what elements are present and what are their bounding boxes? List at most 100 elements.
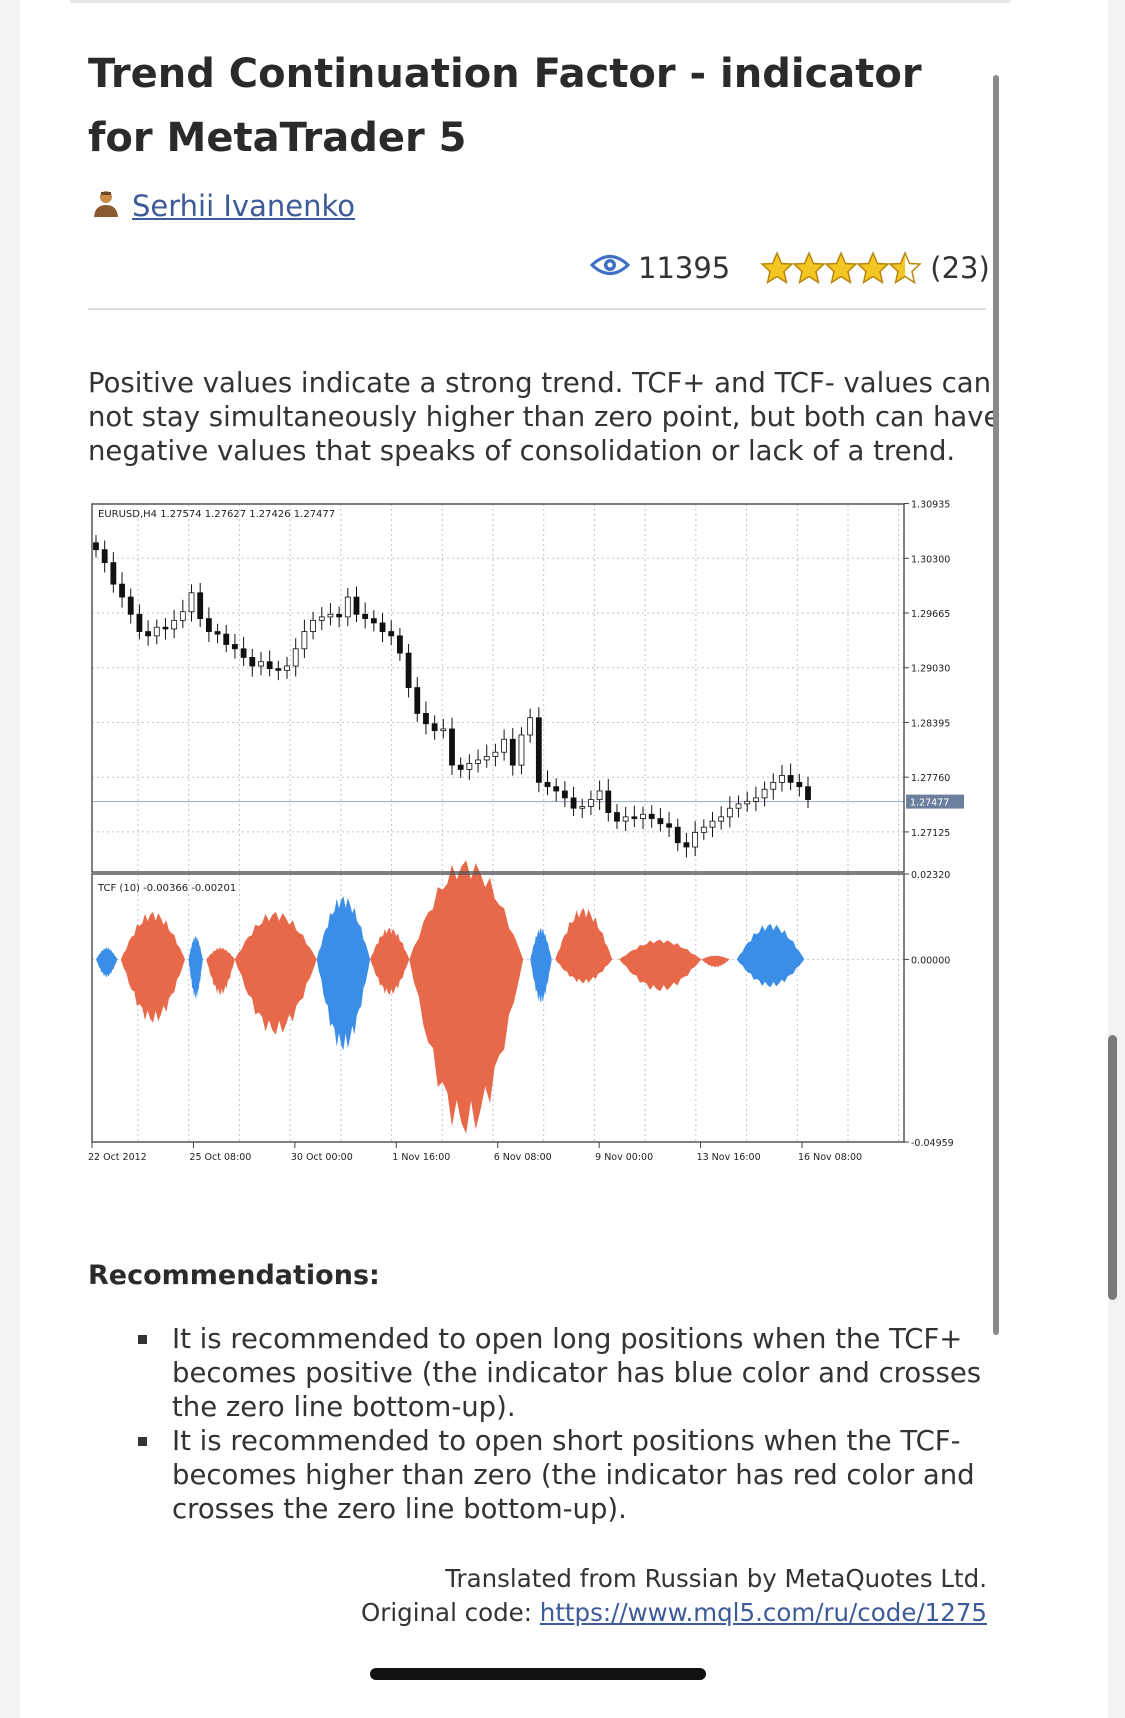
tcf-minus-area bbox=[409, 860, 524, 1134]
candle-body bbox=[753, 797, 759, 802]
x-tick-label: 25 Oct 08:00 bbox=[189, 1152, 251, 1160]
candle-body bbox=[93, 542, 99, 551]
candle-body bbox=[379, 622, 386, 632]
candle-body bbox=[431, 723, 438, 732]
rating-count: (23) bbox=[930, 251, 990, 285]
candle-body bbox=[726, 807, 733, 818]
candle-body bbox=[631, 816, 638, 819]
candle-body bbox=[744, 800, 751, 805]
candle-body bbox=[127, 596, 134, 615]
original-code-link[interactable]: https://www.mql5.com/ru/code/1275 bbox=[539, 1598, 987, 1627]
x-tick-label: 1 Nov 16:00 bbox=[392, 1152, 450, 1160]
candle-body bbox=[110, 562, 117, 585]
candle-body bbox=[666, 823, 672, 828]
candle-body bbox=[162, 626, 169, 630]
y-tick-label: 1.29665 bbox=[911, 609, 950, 620]
candle-body bbox=[188, 592, 195, 613]
candle-body bbox=[579, 806, 586, 809]
candle-body bbox=[119, 583, 125, 598]
tcf-minus-area bbox=[120, 911, 185, 1023]
candle-body bbox=[145, 631, 151, 637]
candle-body bbox=[353, 596, 360, 615]
author-link[interactable]: Serhii Ivanenko bbox=[132, 189, 355, 223]
stats-row: 11395 (23) bbox=[589, 248, 990, 288]
tcf-minus-area bbox=[619, 939, 702, 992]
view-count: 11395 bbox=[638, 251, 731, 285]
candle-body bbox=[466, 763, 473, 770]
candle-body bbox=[509, 738, 516, 766]
header-divider bbox=[88, 308, 986, 310]
star-icon bbox=[856, 251, 891, 285]
candle-body bbox=[596, 790, 603, 801]
candle-body bbox=[440, 728, 447, 732]
indicator-chart: EURUSD,H4 1.27574 1.27627 1.27426 1.2747… bbox=[86, 500, 968, 1163]
tcf-minus-area bbox=[370, 927, 410, 995]
candle-body bbox=[692, 831, 699, 848]
user-icon bbox=[92, 189, 120, 223]
star-icon bbox=[792, 251, 827, 285]
candle-body bbox=[492, 751, 499, 757]
candle-body bbox=[258, 661, 264, 667]
tcf-minus-area bbox=[234, 911, 317, 1035]
tcf-plus-area bbox=[316, 896, 371, 1051]
candle-body bbox=[501, 738, 507, 753]
current-price-label: 1.27477 bbox=[910, 798, 949, 809]
candle-body bbox=[240, 648, 247, 658]
x-tick-label: 16 Nov 08:00 bbox=[798, 1152, 862, 1160]
candle-body bbox=[518, 734, 525, 766]
candle-body bbox=[284, 665, 290, 671]
candle-body bbox=[310, 619, 316, 632]
author-row[interactable]: Serhii Ivanenko bbox=[92, 188, 355, 224]
home-indicator[interactable] bbox=[370, 1668, 706, 1680]
recommendations-heading: Recommendations: bbox=[88, 1260, 380, 1291]
tcf-plus-area bbox=[530, 927, 552, 1003]
candle-body bbox=[214, 631, 221, 635]
candle-body bbox=[197, 592, 204, 620]
candle-body bbox=[344, 596, 351, 618]
candle-body bbox=[205, 618, 212, 632]
candle-body bbox=[301, 631, 308, 650]
bullet-icon bbox=[138, 1335, 147, 1344]
tcf-plus-area bbox=[188, 935, 203, 999]
list-item-text: It is recommended to open short position… bbox=[172, 1425, 975, 1525]
content-scrollbar[interactable] bbox=[993, 75, 999, 1335]
page-scrollbar[interactable] bbox=[1108, 1035, 1117, 1300]
candle-body bbox=[423, 713, 429, 725]
candle-body bbox=[483, 756, 490, 761]
bullet-icon bbox=[138, 1437, 147, 1446]
indicator-panel-header: TCF (10) -0.00366 -0.00201 bbox=[97, 883, 236, 894]
candle-body bbox=[449, 728, 455, 766]
tcf-plus-area bbox=[736, 923, 805, 988]
candle-body bbox=[605, 790, 612, 813]
y-tick-label: -0.04959 bbox=[911, 1138, 954, 1149]
candle-body bbox=[700, 826, 707, 833]
candle-body bbox=[588, 799, 594, 807]
list-item: It is recommended to open short position… bbox=[138, 1424, 998, 1526]
candle-body bbox=[292, 648, 299, 667]
translation-note: Translated from Russian by MetaQuotes Lt… bbox=[445, 1564, 987, 1593]
candle-body bbox=[527, 717, 534, 736]
candle-body bbox=[405, 652, 412, 688]
candle-body bbox=[709, 820, 716, 828]
candle-body bbox=[779, 775, 785, 783]
candle-body bbox=[796, 781, 803, 788]
half-star-icon bbox=[888, 251, 923, 285]
candle-body bbox=[683, 842, 690, 848]
list-item: It is recommended to open long positions… bbox=[138, 1322, 998, 1424]
candle-body bbox=[370, 618, 377, 624]
description-text: Positive values indicate a strong trend.… bbox=[88, 367, 1001, 467]
candle-body bbox=[457, 764, 464, 770]
page-title: Trend Continuation Factor - indicator fo… bbox=[88, 51, 922, 161]
tcf-minus-area bbox=[206, 947, 235, 995]
candle-body bbox=[249, 657, 256, 667]
candle-body bbox=[362, 613, 369, 620]
candle-body bbox=[735, 803, 742, 809]
candle-body bbox=[761, 788, 768, 799]
candle-body bbox=[622, 816, 629, 822]
rating-stars[interactable] bbox=[760, 251, 923, 285]
original-code-label: Original code: bbox=[361, 1598, 532, 1627]
candle-body bbox=[179, 611, 186, 621]
candle-body bbox=[388, 631, 395, 637]
candle-body bbox=[718, 816, 725, 822]
current-price-badge bbox=[906, 794, 964, 809]
